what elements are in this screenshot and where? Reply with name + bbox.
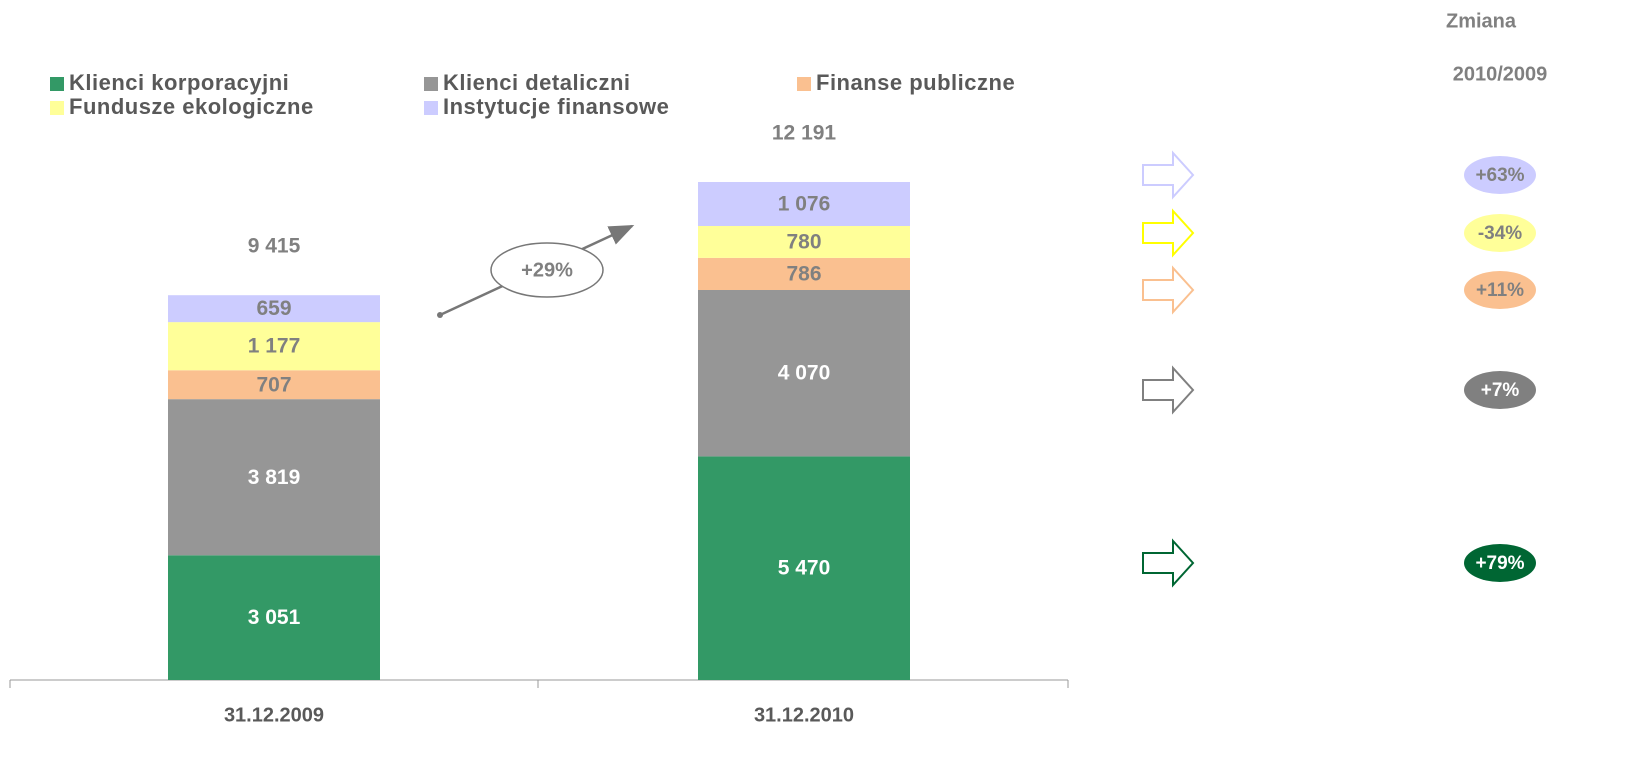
growth-label: +29% [521,259,573,281]
legend-swatch [797,77,811,91]
bar-segment [698,456,910,680]
bar-segment [168,555,380,680]
change-title: Zmiana [1446,10,1517,32]
change-arrow [1142,265,1195,315]
change-subtitle: 2010/2009 [1453,63,1548,85]
data-label: 707 [256,373,291,396]
bar-segment [698,225,910,258]
legend-swatch [50,101,64,115]
bar-segment [698,290,910,457]
change-label: +7% [1481,380,1520,401]
legend-label: Klienci detaliczni [443,70,631,95]
data-label: 780 [786,230,821,253]
change-label: +63% [1475,165,1524,186]
bar-segment [698,182,910,226]
data-label: 1 177 [248,335,301,358]
bar-segment [168,322,380,371]
x-tick-label: 31.12.2010 [754,704,854,726]
data-label: 5 470 [778,557,831,580]
total-label: 9 415 [248,235,301,258]
change-badge [1464,271,1536,309]
data-label: 786 [786,262,821,285]
change-arrow [1142,538,1195,588]
bar-segment [168,295,380,323]
change-arrow [1142,150,1195,200]
growth-dot [437,312,443,318]
change-arrow [1142,365,1195,415]
legend-label: Klienci korporacyjni [69,70,289,95]
change-badge [1464,214,1536,252]
bar-segment [168,370,380,400]
legend-swatch [50,77,64,91]
change-label: -34% [1478,223,1522,244]
change-badge [1464,156,1536,194]
legend-swatch [424,77,438,91]
legend-label: Instytucje finansowe [443,94,669,119]
data-label: 4 070 [778,362,831,385]
change-arrow [1142,208,1195,258]
bar-segment [168,399,380,556]
data-label: 659 [256,297,291,320]
growth-ellipse [490,242,604,298]
change-label: +79% [1475,553,1524,574]
bar-segment [698,257,910,291]
data-label: 3 819 [248,466,301,489]
legend-label: Finanse publiczne [816,70,1015,95]
change-badge [1464,371,1536,409]
total-label: 12 191 [772,122,837,145]
change-badge [1464,544,1536,582]
legend-swatch [424,101,438,115]
x-tick-label: 31.12.2009 [224,704,324,726]
legend-label: Fundusze ekologiczne [69,94,314,119]
data-label: 3 051 [248,606,301,629]
change-label: +11% [1476,280,1524,301]
data-label: 1 076 [778,193,831,216]
